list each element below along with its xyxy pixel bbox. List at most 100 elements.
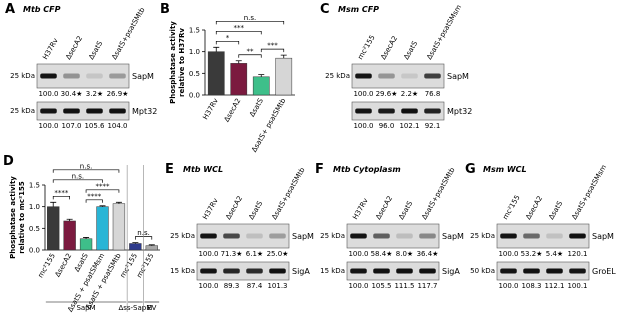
lane-label: ΔsatS [247,199,264,221]
protein-label: SigA [292,267,310,276]
quantification: 105.5 [371,282,391,290]
y-axis-label: Phosphatase activity [169,21,177,104]
significance-bracket [260,48,285,53]
quantification: 30.4★ [61,90,83,98]
lane-label: H37Rv [351,197,370,221]
error-bar [83,237,90,239]
group-label: Δss-SapM [118,304,152,312]
quantification: 108.3 [521,282,541,290]
lane-label: ΔsatS+psatSMtb [270,166,306,221]
quantification: 2.2★ [401,90,418,98]
lane-label: ΔsatS+psatSMtb [420,166,456,221]
band [246,233,263,239]
quantification: 76.8 [425,90,441,98]
lane-label: ΔsatS+psatSMsm [425,3,463,61]
band [378,108,395,114]
panel-letter: C [320,2,330,17]
quantification: 100.0 [198,282,218,290]
quantification: 87.4 [247,282,263,290]
quantification: 6.1★ [246,250,263,258]
quantification: 58.4★ [371,250,393,258]
protein-label: SapM [292,232,314,241]
significance-label: **** [96,182,111,190]
quantification: 100.0 [38,90,58,98]
size-marker: 25 kDa [170,232,195,240]
blot-title: Mtb Cytoplasm [333,165,401,174]
bar [252,76,270,96]
significance-label: **** [54,189,69,197]
quantification: 96.0 [379,122,395,130]
significance-bracket [215,40,240,45]
x-tick-label: ΔsatS [248,97,265,119]
band [63,108,80,114]
quantification: 3.2★ [86,90,103,98]
bar [230,63,248,96]
quantification: 71.3★ [221,250,243,258]
error-bar [66,218,73,221]
band [40,108,57,114]
group-label: SapM [76,304,95,312]
error-bar [99,205,106,207]
size-marker: 15 kDa [170,267,195,275]
quantification: 117.7 [417,282,437,290]
band [355,73,372,79]
band [401,73,418,79]
size-marker: 25 kDa [325,72,350,80]
y-tick-label: 1.0 [189,48,200,56]
error-bar [148,244,155,246]
lane-label: ΔsatS+psatSMtb [110,6,146,61]
blot-box [346,261,440,281]
band [200,268,217,274]
bar [47,206,60,251]
quantification: 25.0★ [267,250,289,258]
quantification: 5.4★ [546,250,563,258]
band [86,73,103,79]
panel-letter: F [315,162,324,177]
band [269,233,286,239]
quantification: 105.6 [84,122,105,130]
quantification: 104.0 [107,122,127,130]
lane-label: ΔsatS [87,39,104,61]
quantification: 100.0 [198,250,218,258]
quantification: 107.0 [61,122,81,130]
significance-label: n.s. [72,172,85,180]
x-tick-label: ΔsatS [73,252,90,274]
lane-label: ΔsatS [397,199,414,221]
y-tick-label: 0.5 [29,225,40,233]
size-marker: 15 kDa [320,267,345,275]
significance-label: *** [267,42,278,50]
panel-letter: B [160,2,170,17]
band [373,268,390,274]
bar [63,220,76,251]
band [109,73,126,79]
lane-label: H37Rv [201,197,220,221]
band [569,268,586,274]
quantification: 53.2★ [521,250,543,258]
error-bar [50,201,57,207]
bar [129,243,142,251]
protein-label: SapM [447,72,469,81]
quantification: 8.0★ [396,250,413,258]
lane-label: mc²155 [356,34,376,61]
band [378,73,395,79]
x-tick-label: ΔsecA2 [223,97,243,123]
band [523,233,540,239]
quantification: 26.9★ [107,90,129,98]
blot-box [196,261,290,281]
x-tick-label: H37Rv [201,97,220,121]
size-marker: 25 kDa [10,107,35,115]
band [401,108,418,114]
lane-label: ΔsatS+psatSMsm [570,163,608,221]
protein-label: Mpt32 [132,107,157,116]
error-bar [235,60,242,64]
significance-bracket [52,179,103,183]
significance-label: **** [87,192,102,200]
blot-box [351,101,445,121]
quantification: 36.4★ [417,250,439,258]
bar [275,57,293,96]
band [424,73,441,79]
quantification: 92.1 [425,122,441,130]
lane-label: ΔsecA2 [64,35,84,61]
significance-bracket [238,54,262,58]
band [200,233,217,239]
